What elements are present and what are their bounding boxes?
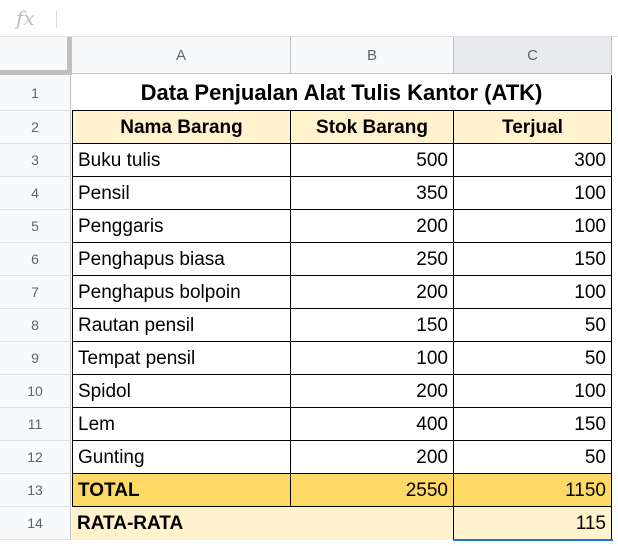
column-header-a[interactable]: A	[72, 37, 291, 74]
item-name-cell[interactable]: Penggaris	[72, 210, 291, 243]
item-sold-cell[interactable]: 150	[454, 243, 612, 276]
item-sold-cell[interactable]: 150	[454, 408, 612, 441]
item-stock-cell[interactable]: 350	[291, 177, 454, 210]
selected-cell-outline	[453, 539, 613, 543]
fx-icon: fx	[16, 6, 35, 30]
item-stock-cell[interactable]: 400	[291, 408, 454, 441]
item-sold-cell[interactable]: 100	[454, 276, 612, 309]
column-header-b[interactable]: B	[291, 37, 454, 74]
item-stock-cell[interactable]: 200	[291, 210, 454, 243]
item-stock-cell[interactable]: 250	[291, 243, 454, 276]
formula-bar-divider	[56, 10, 57, 28]
formula-input[interactable]	[66, 8, 606, 28]
item-name-cell[interactable]: Penghapus bolpoin	[72, 276, 291, 309]
item-stock-cell[interactable]: 500	[291, 144, 454, 177]
item-stock-cell[interactable]: 200	[291, 441, 454, 474]
row-header-13[interactable]: 13	[0, 474, 71, 507]
row-header-7[interactable]: 7	[0, 276, 71, 309]
average-value[interactable]: 115	[454, 507, 612, 540]
row-header-8[interactable]: 8	[0, 309, 71, 342]
row-header-10[interactable]: 10	[0, 375, 71, 408]
item-stock-cell[interactable]: 200	[291, 375, 454, 408]
item-name-cell[interactable]: Spidol	[72, 375, 291, 408]
item-stock-cell[interactable]: 150	[291, 309, 454, 342]
item-name-cell[interactable]: Penghapus biasa	[72, 243, 291, 276]
row-header-5[interactable]: 5	[0, 210, 71, 243]
item-stock-cell[interactable]: 200	[291, 276, 454, 309]
header-nama-barang[interactable]: Nama Barang	[72, 111, 291, 144]
item-sold-cell[interactable]: 300	[454, 144, 612, 177]
formula-bar: fx	[0, 0, 618, 37]
row-header-1[interactable]: 1	[0, 75, 71, 111]
item-name-cell[interactable]: Rautan pensil	[72, 309, 291, 342]
item-name-cell[interactable]: Buku tulis	[72, 144, 291, 177]
header-stok-barang[interactable]: Stok Barang	[291, 111, 454, 144]
total-label[interactable]: TOTAL	[72, 474, 291, 507]
row-header-2[interactable]: 2	[0, 111, 71, 144]
item-sold-cell[interactable]: 50	[454, 342, 612, 375]
row-header-11[interactable]: 11	[0, 408, 71, 441]
total-sold[interactable]: 1150	[454, 474, 612, 507]
row-header-4[interactable]: 4	[0, 177, 71, 210]
column-header-c[interactable]: C	[454, 37, 612, 74]
item-name-cell[interactable]: Pensil	[72, 177, 291, 210]
row-header-3[interactable]: 3	[0, 144, 71, 177]
total-stock[interactable]: 2550	[291, 474, 454, 507]
item-sold-cell[interactable]: 100	[454, 210, 612, 243]
item-sold-cell[interactable]: 100	[454, 375, 612, 408]
average-label[interactable]: RATA-RATA	[72, 507, 454, 540]
header-terjual[interactable]: Terjual	[454, 111, 612, 144]
item-name-cell[interactable]: Gunting	[72, 441, 291, 474]
row-header-12[interactable]: 12	[0, 441, 71, 474]
item-name-cell[interactable]: Lem	[72, 408, 291, 441]
select-all-corner[interactable]	[0, 37, 72, 75]
row-header-9[interactable]: 9	[0, 342, 71, 375]
row-header-6[interactable]: 6	[0, 243, 71, 276]
item-sold-cell[interactable]: 50	[454, 441, 612, 474]
item-sold-cell[interactable]: 50	[454, 309, 612, 342]
item-name-cell[interactable]: Tempat pensil	[72, 342, 291, 375]
row-header-14[interactable]: 14	[0, 507, 71, 540]
title-cell[interactable]: Data Penjualan Alat Tulis Kantor (ATK)	[72, 75, 612, 111]
item-sold-cell[interactable]: 100	[454, 177, 612, 210]
item-stock-cell[interactable]: 100	[291, 342, 454, 375]
